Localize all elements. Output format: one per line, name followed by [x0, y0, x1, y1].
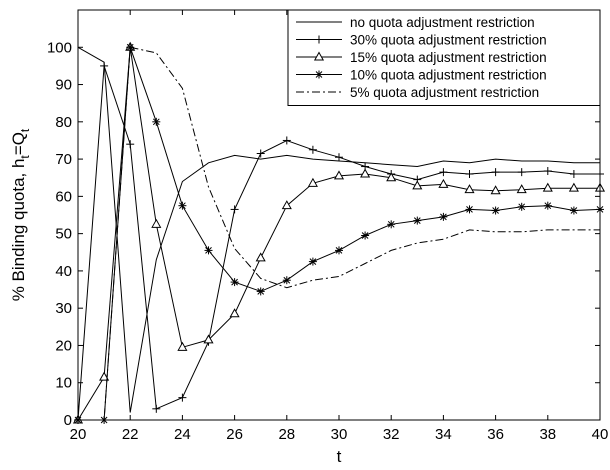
plot-area — [72, 41, 606, 424]
data-point — [491, 206, 500, 215]
x-tick-label: 40 — [592, 426, 609, 443]
data-point — [178, 393, 187, 402]
legend-label: no quota adjustment restriction — [350, 15, 535, 30]
y-tick-label: 50 — [55, 226, 72, 243]
data-point — [126, 43, 135, 52]
data-point — [517, 168, 526, 177]
data-point — [256, 149, 265, 158]
data-point — [203, 334, 214, 344]
legend: no quota adjustment restriction 30% quota… — [287, 9, 601, 106]
data-point — [542, 182, 553, 192]
legend-marker — [315, 70, 323, 79]
y-tick-label: 30 — [55, 300, 72, 317]
legend-marker — [313, 51, 325, 61]
series-4 — [74, 43, 604, 424]
x-tick-label: 30 — [331, 426, 348, 443]
data-point — [335, 246, 343, 255]
data-point — [230, 205, 239, 214]
legend-label: 5% quota adjustment restriction — [350, 85, 539, 100]
data-point — [439, 212, 448, 221]
data-point — [517, 202, 526, 211]
x-tick-label: 22 — [122, 426, 139, 443]
x-tick-label: 20 — [70, 426, 87, 443]
legend-box — [287, 9, 601, 106]
data-point — [387, 220, 396, 229]
data-point — [308, 257, 317, 266]
data-point — [413, 216, 422, 225]
data-point — [126, 140, 135, 149]
data-point — [204, 246, 213, 255]
data-point — [439, 168, 448, 177]
y-tick-label: 60 — [55, 188, 72, 205]
data-point — [543, 167, 552, 176]
data-point — [360, 168, 371, 178]
data-point — [491, 168, 500, 177]
x-tick-label: 34 — [435, 426, 452, 443]
data-point — [465, 205, 474, 214]
data-point — [307, 177, 318, 187]
y-tick-label: 100 — [47, 39, 72, 56]
x-tick-label: 38 — [539, 426, 556, 443]
data-point — [490, 185, 501, 195]
legend-label: 10% quota adjustment restriction — [350, 68, 547, 83]
data-point — [335, 153, 343, 162]
data-point — [361, 231, 370, 240]
data-point — [438, 178, 449, 188]
data-point — [308, 145, 317, 154]
data-point — [152, 404, 161, 413]
y-axis-label-main: % Binding quota, h — [9, 159, 28, 302]
data-point — [255, 252, 266, 262]
data-point — [230, 278, 239, 287]
x-tick-label: 32 — [383, 426, 400, 443]
x-tick-label: 28 — [278, 426, 295, 443]
y-axis-label-eq: =Q — [9, 132, 28, 155]
data-point — [99, 371, 110, 381]
data-point — [229, 308, 240, 318]
data-point — [100, 61, 109, 70]
x-tick-label: 36 — [487, 426, 504, 443]
data-point — [386, 172, 397, 182]
y-axis-label-sub2: t — [18, 128, 32, 132]
data-point — [282, 136, 291, 145]
data-point — [569, 206, 578, 215]
y-axis-label-sub1: t — [18, 155, 32, 159]
data-point — [177, 341, 188, 351]
y-tick-label: 80 — [55, 114, 72, 131]
data-point — [282, 276, 291, 285]
data-point — [543, 201, 552, 210]
y-tick-label: 0 — [64, 412, 72, 429]
data-point — [178, 201, 187, 210]
data-point — [568, 182, 579, 192]
data-point — [412, 180, 423, 190]
x-tick-label: 26 — [226, 426, 243, 443]
y-tick-label: 10 — [55, 375, 72, 392]
data-point — [281, 200, 292, 210]
data-point — [256, 287, 265, 296]
series-3 — [72, 41, 606, 424]
data-point — [333, 170, 345, 180]
data-point — [516, 184, 527, 194]
data-point — [152, 117, 161, 126]
legend-marker — [315, 35, 323, 44]
data-point — [151, 218, 162, 228]
x-tick-label: 24 — [174, 426, 191, 443]
y-tick-label: 90 — [55, 77, 72, 94]
data-point — [465, 170, 474, 178]
legend-label: 15% quota adjustment restriction — [350, 50, 547, 65]
y-tick-label: 40 — [55, 263, 72, 280]
y-tick-label: 20 — [55, 337, 72, 354]
legend-label: 30% quota adjustment restriction — [350, 33, 547, 48]
x-axis-label: t — [337, 447, 342, 466]
y-tick-label: 70 — [55, 151, 72, 168]
data-point — [569, 170, 578, 178]
data-point — [464, 184, 475, 194]
y-axis-label: % Binding quota, ht=Qt — [9, 128, 32, 301]
